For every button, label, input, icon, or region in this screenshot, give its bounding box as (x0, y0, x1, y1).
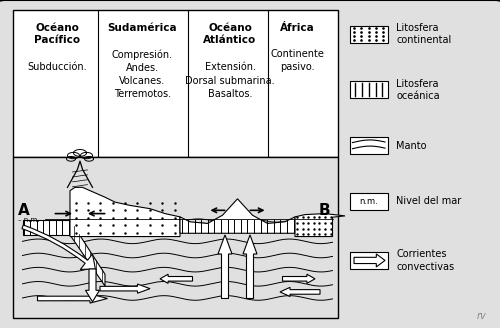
Polygon shape (280, 287, 320, 297)
Bar (350, 137, 388, 154)
Text: Litosfera
oceánica: Litosfera oceánica (396, 79, 440, 101)
Polygon shape (243, 235, 257, 298)
Text: Extensión.
Dorsal submarina.
Basaltos.: Extensión. Dorsal submarina. Basaltos. (185, 62, 275, 99)
Text: B: B (318, 203, 330, 218)
Text: rv: rv (476, 311, 486, 321)
Polygon shape (218, 235, 232, 298)
Polygon shape (180, 199, 295, 233)
Bar (350, 193, 388, 210)
Text: Compresión.
Andes.
Volcanes.
Terremotos.: Compresión. Andes. Volcanes. Terremotos. (112, 49, 173, 99)
Polygon shape (38, 294, 108, 303)
Polygon shape (282, 274, 315, 283)
Text: Continente
pasivo.: Continente pasivo. (270, 49, 324, 72)
Polygon shape (100, 284, 150, 293)
Text: Nivel del mar: Nivel del mar (396, 196, 462, 206)
Polygon shape (70, 220, 105, 286)
Text: Subducción.: Subducción. (28, 62, 88, 72)
Bar (350, 252, 388, 269)
Text: Océano
Atlántico: Océano Atlántico (204, 23, 256, 45)
Text: Sudamérica: Sudamérica (108, 23, 178, 33)
Text: A: A (18, 203, 29, 218)
Text: Corrientes
convectivas: Corrientes convectivas (396, 249, 454, 272)
Polygon shape (295, 214, 345, 236)
Text: Manto: Manto (396, 141, 427, 151)
Text: África: África (280, 23, 315, 33)
Polygon shape (70, 187, 180, 236)
Text: – n.m.: – n.m. (18, 217, 39, 223)
Polygon shape (354, 254, 385, 267)
Bar (12, 157, 338, 318)
Polygon shape (86, 269, 100, 302)
Bar (350, 81, 388, 98)
Polygon shape (160, 274, 192, 283)
Bar (350, 26, 388, 43)
Polygon shape (22, 220, 70, 235)
Text: Litosfera
continental: Litosfera continental (396, 23, 452, 45)
Text: Océano
Pacífico: Océano Pacífico (34, 23, 80, 45)
Bar (12, 10, 338, 157)
Text: n.m.: n.m. (360, 197, 378, 206)
